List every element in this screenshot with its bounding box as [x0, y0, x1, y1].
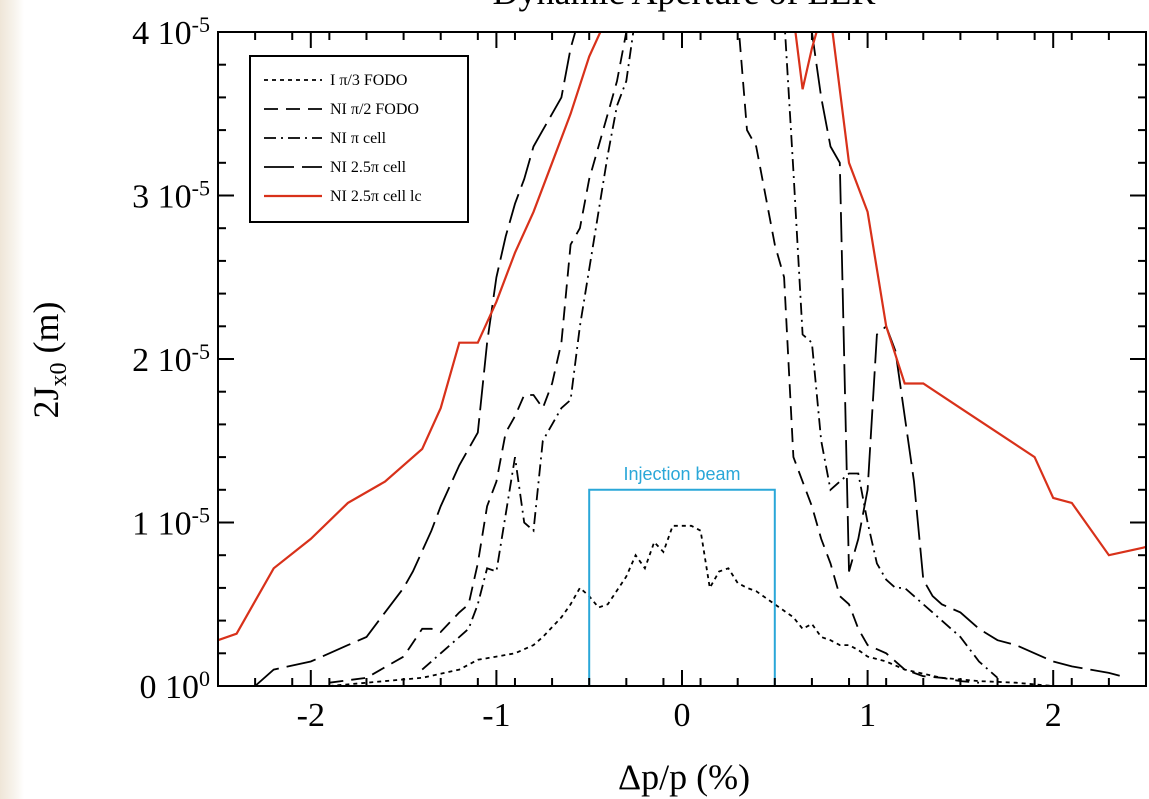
y-axis-title-tail: (m) — [26, 302, 66, 363]
injection-beam-label: Injection beam — [623, 464, 740, 484]
y-tick-label: 2 10-5 — [132, 339, 210, 379]
y-tick-label: 3 10-5 — [132, 176, 210, 216]
series-line-4 — [254, 32, 1128, 686]
x-tick-label: 2 — [1045, 697, 1062, 734]
x-axis-title: Δp/p (%) — [618, 757, 750, 797]
legend-box — [249, 55, 469, 223]
series-line-5 — [218, 32, 1146, 642]
y-tick-label: 0 100 — [140, 666, 211, 706]
legend-label: NI π/2 FODO — [330, 101, 419, 118]
x-tick-label: 1 — [859, 697, 876, 734]
x-tick-label: -1 — [482, 697, 510, 734]
series-line-3 — [421, 32, 999, 679]
y-tick-label: 4 10-5 — [132, 12, 210, 52]
x-tick-label: -2 — [297, 697, 325, 734]
legend: I π/3 FODO NI π/2 FODO NI π cell NI 2.5π ce… — [249, 55, 469, 223]
injection-beam-bracket — [588, 488, 776, 686]
chart-title: Dynamic Aperture of LER — [493, 0, 876, 12]
y-axis-title: 2Jx0 (m) — [26, 302, 72, 419]
legend-label: NI π cell — [330, 130, 387, 147]
legend-label: NI 2.5π cell — [330, 159, 407, 176]
series-line-1 — [329, 524, 1054, 686]
y-tick-label: 1 10-5 — [132, 503, 210, 543]
x-tick-label: 0 — [674, 697, 691, 734]
legend-label: I π/3 FODO — [330, 72, 407, 89]
ticks-layer: -2 -1 0 1 2 0 100 1 10-5 2 10-5 3 10-5 4 10-5 — [132, 12, 1147, 734]
series-layer — [218, 32, 1146, 686]
y-axis-title-main: 2J — [26, 386, 66, 418]
y-axis-title-sub: x0 — [46, 362, 72, 386]
legend-label: NI 2.5π cell lc — [330, 188, 422, 205]
annotation-layer: Injection beam — [588, 464, 776, 686]
series-line-2 — [329, 32, 980, 684]
